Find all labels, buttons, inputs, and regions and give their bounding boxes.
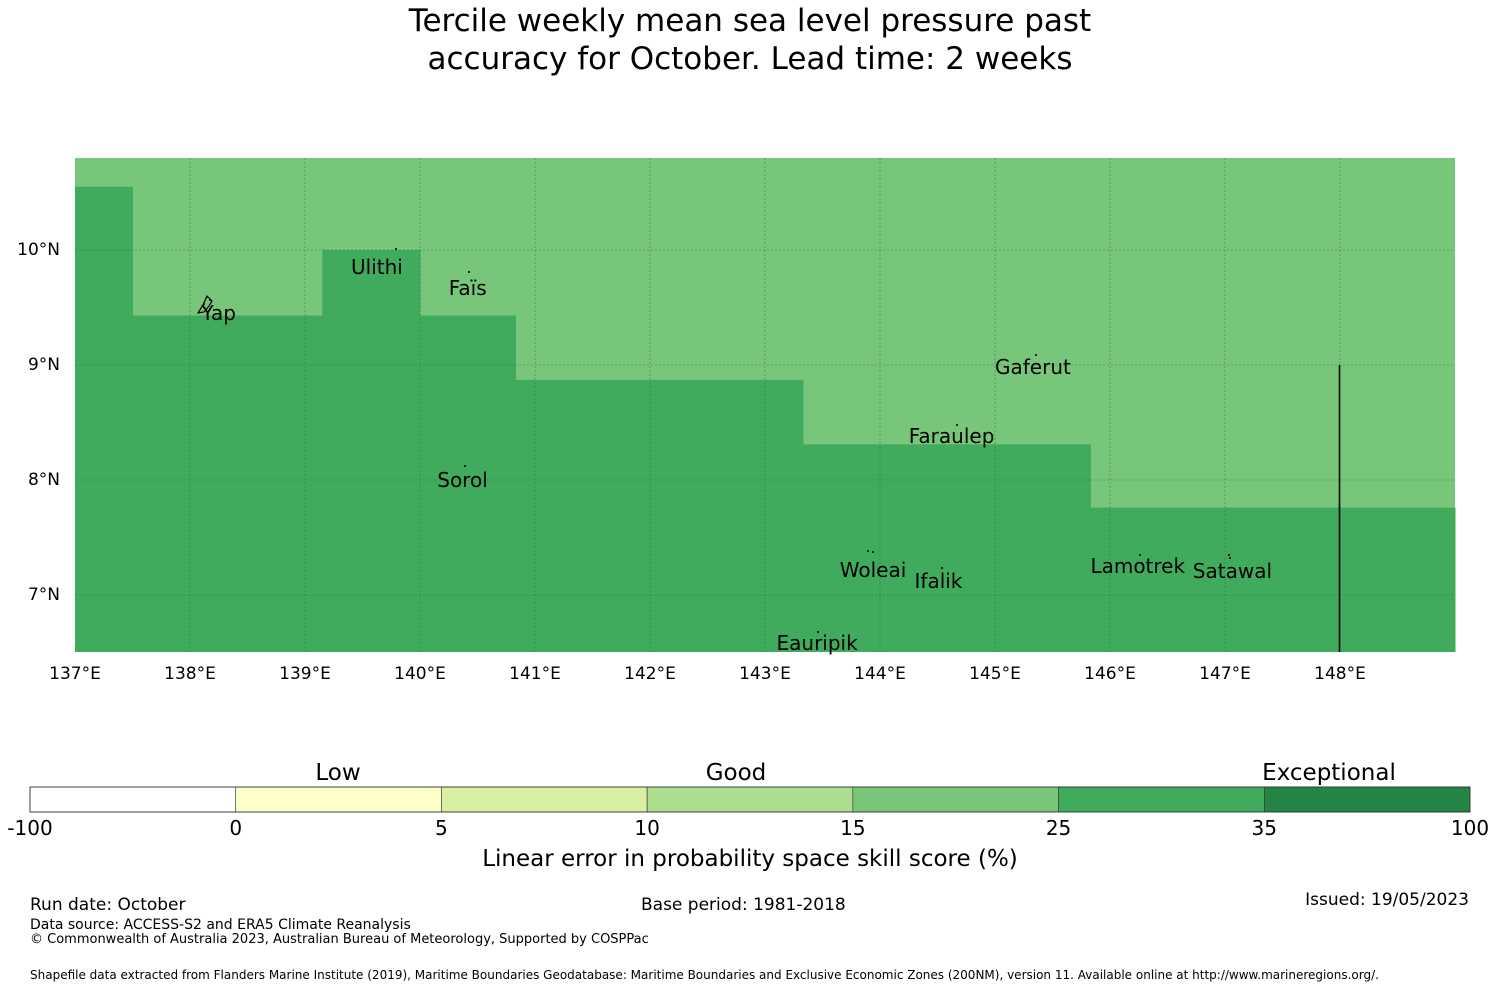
lon-tick-label: 144°E	[854, 664, 906, 684]
island-mark	[464, 465, 466, 467]
lon-tick-label: 139°E	[279, 664, 331, 684]
colorbar-category-exceptional: Exceptional	[1262, 760, 1396, 786]
colorbar-segment	[235, 786, 442, 813]
colorbar-tick-label: 10	[634, 816, 660, 840]
colorbar-segment	[441, 786, 648, 813]
lat-tick-label: 7°N	[27, 585, 60, 605]
island-mark	[1035, 354, 1037, 356]
island-mark	[1228, 554, 1230, 556]
place-label-lamotrek: Lamotrek	[1090, 554, 1186, 579]
colorbar-tick-label: 25	[1045, 816, 1072, 840]
island-mark	[956, 424, 958, 426]
place-label-woleai: Woleai	[839, 557, 907, 582]
island-mark	[1139, 554, 1141, 556]
lon-tick-label: 137°E	[49, 664, 101, 684]
map-title-line-1: Tercile weekly mean sea level pressure p…	[408, 3, 1092, 39]
place-label-faraulep: Faraulep	[908, 424, 995, 449]
colorbar-category-low: Low	[315, 760, 361, 786]
colorbar-tick-label: 15	[840, 816, 866, 840]
shapefile-credit: Shapefile data extracted from Flanders M…	[30, 968, 1379, 982]
colorbar-outline	[29, 786, 1471, 813]
place-label-ifalik: Ifalik	[914, 569, 963, 594]
lat-tick-label: 8°N	[27, 470, 60, 490]
skill-region-dark-1	[132, 315, 323, 652]
colorbar-segment	[1058, 786, 1265, 813]
lon-tick-label: 148°E	[1314, 664, 1366, 684]
skill-region-dark-5	[802, 444, 1091, 652]
lon-tick-label: 147°E	[1199, 664, 1251, 684]
lon-tick-label: 138°E	[164, 664, 216, 684]
colorbar-segment	[852, 786, 1059, 813]
island-mark	[867, 550, 869, 552]
skill-region-dark-0	[75, 186, 133, 652]
map-title-line-2: accuracy for October. Lead time: 2 weeks	[427, 41, 1073, 77]
place-label-sorol: Sorol	[437, 468, 488, 492]
place-label-ulithi: Ulithi	[351, 255, 403, 280]
yap-island-outline	[196, 294, 213, 314]
colorbar-tick-label: 35	[1251, 816, 1278, 840]
colorbar-tick-label: -100	[7, 816, 53, 840]
colorbar-tick-label: 100	[1450, 816, 1490, 840]
base-period: Base period: 1981-2018	[641, 895, 846, 915]
colorbar-segment	[1263, 786, 1471, 813]
colorbar-segment	[646, 786, 854, 813]
skill-region-dark-4	[515, 379, 804, 652]
lon-tick-label: 146°E	[1084, 664, 1136, 684]
place-label-gaferut: Gaferut	[995, 355, 1071, 380]
island-mark	[395, 248, 397, 250]
data-source: Data source: ACCESS-S2 and ERA5 Climate …	[30, 917, 411, 933]
place-label-faïs: Faïs	[448, 275, 487, 300]
lon-tick-label: 140°E	[394, 664, 446, 684]
lat-tick-label: 10°N	[17, 240, 60, 260]
place-label-satawal: Satawal	[1192, 558, 1273, 583]
lon-tick-label: 142°E	[624, 664, 676, 684]
island-mark	[872, 551, 874, 553]
colorbar-tick-label: 5	[435, 816, 448, 840]
place-label-yap: Yap	[201, 301, 236, 326]
colorbar-label: Linear error in probability space skill …	[482, 846, 1018, 872]
lon-tick-label: 145°E	[969, 664, 1021, 684]
lat-tick-label: 9°N	[27, 355, 60, 375]
copyright: © Commonwealth of Australia 2023, Austra…	[30, 932, 649, 947]
skill-region-dark-3	[420, 315, 516, 652]
island-mark	[817, 631, 819, 633]
colorbar-category-good: Good	[705, 760, 767, 786]
island-mark	[941, 567, 943, 569]
issued-date: Issued: 19/05/2023	[1305, 890, 1469, 910]
colorbar-tick-label: 0	[229, 816, 243, 840]
colorbar-segment	[29, 786, 237, 813]
place-label-eauripik: Eauripik	[776, 631, 858, 656]
island-mark	[468, 271, 470, 273]
run-date: Run date: October	[30, 895, 186, 915]
skill-region-dark-6	[1090, 507, 1456, 652]
lon-tick-label: 141°E	[509, 664, 561, 684]
lon-tick-label: 143°E	[739, 664, 791, 684]
skill-region-dark-2	[322, 250, 421, 652]
island-mark	[1229, 557, 1231, 559]
